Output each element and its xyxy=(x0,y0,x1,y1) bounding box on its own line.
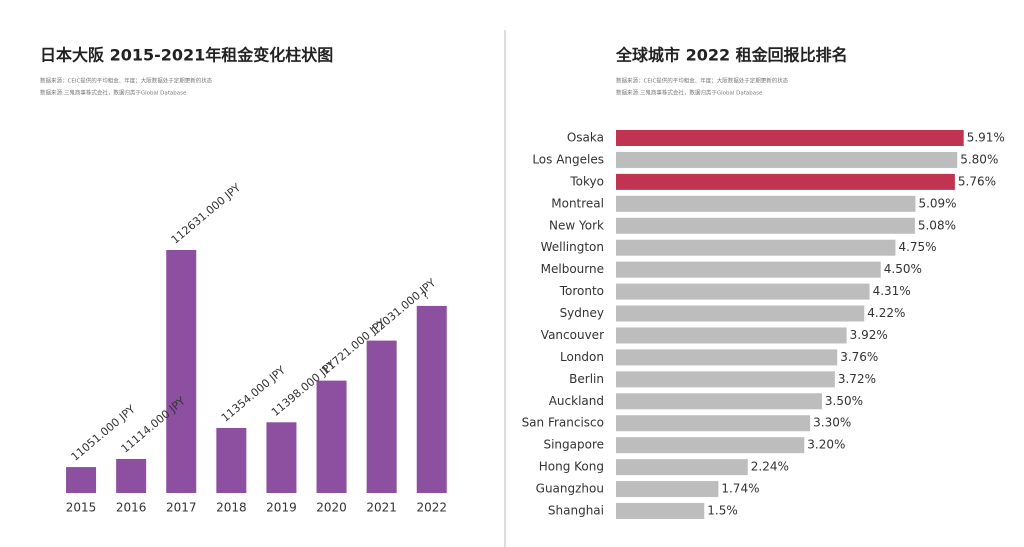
plot-area xyxy=(66,250,447,493)
y-tick-label: San Francisco xyxy=(522,416,604,430)
bar xyxy=(616,415,811,432)
y-tick-label: Hong Kong xyxy=(539,460,604,474)
bar xyxy=(416,305,447,493)
bar xyxy=(616,371,835,388)
bar xyxy=(616,130,964,146)
bar xyxy=(616,151,958,168)
bar xyxy=(266,422,297,493)
y-tick-label: Montreal xyxy=(551,196,604,210)
bar xyxy=(616,437,805,454)
y-tick-label: Auckland xyxy=(549,394,604,408)
data-label: 4.75% xyxy=(898,240,936,254)
bar xyxy=(316,380,347,493)
y-tick-label: Wellington xyxy=(541,240,604,254)
bar xyxy=(616,239,896,256)
x-tick-label: 2021 xyxy=(366,501,397,515)
y-tick-label: Shanghai xyxy=(548,503,604,517)
bar xyxy=(616,195,916,212)
bar xyxy=(616,173,955,190)
chart-subtitle: 数据来源:三鬼商事株式会社，数据归类于Global Database xyxy=(40,89,187,97)
y-tick-label: Singapore xyxy=(543,438,604,452)
data-label: 3.50% xyxy=(825,394,863,408)
data-label: 112631.000 JPY xyxy=(169,181,244,247)
data-label: 5.08% xyxy=(918,218,956,232)
data-label: 5.91% xyxy=(967,131,1005,145)
y-tick-label: Osaka xyxy=(567,131,604,145)
bar xyxy=(616,217,915,234)
y-tick-label: London xyxy=(560,350,604,364)
data-label: 3.92% xyxy=(850,328,888,342)
x-tick-label: 2019 xyxy=(266,501,297,515)
y-tick-label: Melbourne xyxy=(541,262,604,276)
bar xyxy=(616,481,719,498)
bar xyxy=(166,250,197,493)
data-label: 4.31% xyxy=(873,284,911,298)
chart-title: 日本大阪 2015-2021年租金变化柱状图 xyxy=(40,46,333,65)
x-tick-label: 2022 xyxy=(416,501,447,515)
y-tick-label: Guangzhou xyxy=(536,482,604,496)
bar xyxy=(616,459,748,476)
y-tick-label: Berlin xyxy=(569,372,604,386)
y-tick-label: Vancouver xyxy=(541,328,604,342)
x-tick-label: 2016 xyxy=(116,501,147,515)
bar xyxy=(616,393,822,410)
bar xyxy=(216,427,247,493)
bar xyxy=(616,502,705,519)
bar xyxy=(616,261,881,278)
bar xyxy=(116,458,147,493)
y-tick-label: New York xyxy=(549,218,604,232)
chart-title: 全球城市 2022 租金回报比排名 xyxy=(615,46,848,65)
y-tick-label: Sydney xyxy=(560,306,604,320)
data-label: 3.72% xyxy=(838,372,876,386)
chart-subtitle: 数据来源:三鬼商事株式会社，数据归类于Global Database xyxy=(616,89,763,97)
data-label: 5.09% xyxy=(918,196,956,210)
bar xyxy=(366,340,397,493)
bar xyxy=(616,349,838,366)
data-label: 1.5% xyxy=(707,503,738,517)
data-label: 4.22% xyxy=(867,306,905,320)
data-label: 2.24% xyxy=(751,460,789,474)
chart-subtitle: 数据来源：CEIC提供的平均租金、年度；大阪数据处于定期更新的状态 xyxy=(616,77,789,85)
data-label: 3.20% xyxy=(807,438,845,452)
chart-subtitle: 数据来源：CEIC提供的平均租金、年度；大阪数据处于定期更新的状态 xyxy=(40,77,213,85)
x-tick-label: 2017 xyxy=(166,501,197,515)
bar xyxy=(616,283,870,300)
x-tick-label: 2020 xyxy=(316,501,347,515)
x-tick-label: 2015 xyxy=(66,501,97,515)
x-tick-label: 2018 xyxy=(216,501,247,515)
data-label: 3.30% xyxy=(813,416,851,430)
bar xyxy=(66,467,97,493)
data-label: 4.50% xyxy=(884,262,922,276)
data-label: 1.74% xyxy=(721,482,759,496)
y-tick-label: Toronto xyxy=(559,284,604,298)
data-label: 5.76% xyxy=(958,174,996,188)
data-label: 5.80% xyxy=(960,152,998,166)
bar xyxy=(616,305,865,322)
data-label: 3.76% xyxy=(840,350,878,364)
y-tick-label: Tokyo xyxy=(569,174,604,188)
y-tick-label: Los Angeles xyxy=(532,152,604,166)
bar xyxy=(616,327,847,344)
